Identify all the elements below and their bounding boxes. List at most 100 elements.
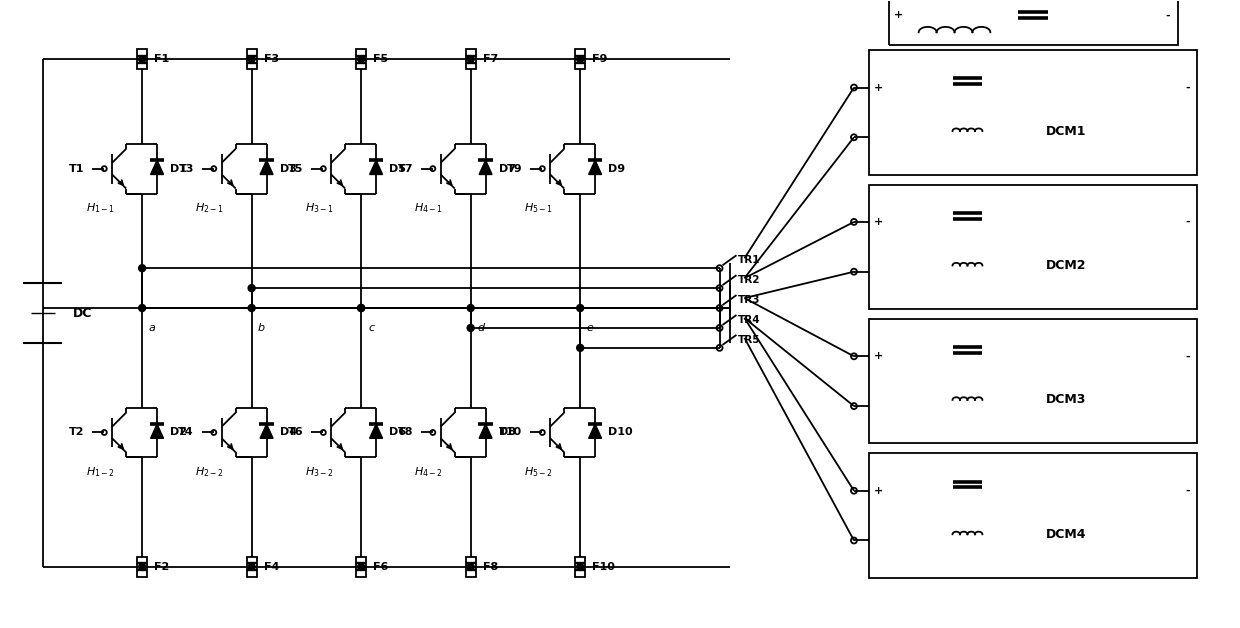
Text: TR3: TR3 [738,295,760,305]
Text: $H_{1-2}$: $H_{1-2}$ [86,465,115,479]
Circle shape [577,344,584,351]
Text: F3: F3 [264,54,279,64]
Bar [466,49,476,69]
Circle shape [139,305,145,311]
Text: +: + [874,351,883,361]
Text: d: d [477,323,484,333]
Circle shape [467,305,474,311]
Bar [869,453,1198,578]
Bar [575,557,585,577]
Text: $H_{1-1}$: $H_{1-1}$ [86,202,115,215]
Bar [869,319,1198,443]
Text: T2: T2 [69,428,84,438]
Text: DCM1: DCM1 [1045,124,1086,138]
Text: D3: D3 [279,164,296,174]
Text: F4: F4 [264,562,279,572]
Text: T10: T10 [500,428,522,438]
Bar [575,49,585,69]
Text: D5: D5 [389,164,405,174]
Text: DCM4: DCM4 [1045,528,1086,541]
Bar [889,0,1178,45]
Circle shape [248,563,255,570]
Circle shape [467,563,474,570]
Circle shape [357,305,365,311]
Bar [869,185,1198,309]
Text: D1: D1 [170,164,187,174]
Text: D7: D7 [498,164,516,174]
Text: a: a [149,323,155,333]
Polygon shape [260,424,273,438]
Text: T8: T8 [398,428,413,438]
Text: T9: T9 [507,164,522,174]
Text: $H_{5-1}$: $H_{5-1}$ [523,202,553,215]
Circle shape [139,265,145,272]
Polygon shape [370,160,383,175]
Text: -: - [1185,82,1190,92]
Circle shape [139,56,145,63]
Polygon shape [150,424,164,438]
Circle shape [357,56,365,63]
Text: D10: D10 [608,428,632,438]
Text: -: - [1185,485,1190,495]
Polygon shape [370,424,383,438]
Text: D8: D8 [498,428,516,438]
Text: DCM2: DCM2 [1045,259,1086,272]
Text: -: - [1185,217,1190,227]
Text: $H_{2-2}$: $H_{2-2}$ [196,465,224,479]
Bar [138,49,148,69]
Circle shape [248,284,255,291]
Polygon shape [260,160,273,175]
Text: c: c [368,323,374,333]
Text: F10: F10 [593,562,615,572]
Circle shape [577,56,584,63]
Text: TR5: TR5 [738,335,760,345]
Text: F5: F5 [373,54,388,64]
Text: T4: T4 [179,428,193,438]
Text: T3: T3 [179,164,193,174]
Polygon shape [150,160,164,175]
Text: D2: D2 [170,428,187,438]
Text: F1: F1 [154,54,170,64]
Text: TR2: TR2 [738,275,760,285]
Text: +: + [874,485,883,495]
Circle shape [577,305,584,311]
Text: $H_{4-2}$: $H_{4-2}$ [414,465,444,479]
Text: T6: T6 [288,428,304,438]
Bar [138,557,148,577]
Text: b: b [258,323,265,333]
Bar [869,50,1198,175]
Text: +: + [874,217,883,227]
Circle shape [139,563,145,570]
Bar [356,49,366,69]
Bar [466,557,476,577]
Polygon shape [589,160,601,175]
Text: F9: F9 [593,54,608,64]
Text: DCM3: DCM3 [1045,393,1086,406]
Text: e: e [587,323,594,333]
Text: F8: F8 [482,562,498,572]
Circle shape [577,563,584,570]
Text: TR1: TR1 [738,255,760,265]
Polygon shape [479,160,492,175]
Text: TR4: TR4 [738,315,760,325]
Text: T7: T7 [398,164,413,174]
Circle shape [467,325,474,332]
Text: +: + [874,82,883,92]
Text: D4: D4 [279,428,296,438]
Text: F7: F7 [482,54,498,64]
Text: T1: T1 [69,164,84,174]
Bar [356,557,366,577]
Polygon shape [479,424,492,438]
Text: $H_{2-1}$: $H_{2-1}$ [195,202,224,215]
Circle shape [357,305,365,311]
Text: +: + [894,10,904,20]
Text: D9: D9 [608,164,625,174]
Text: -: - [1166,10,1169,20]
Text: $H_{3-2}$: $H_{3-2}$ [305,465,334,479]
Circle shape [357,563,365,570]
Text: DC: DC [72,306,92,320]
Bar [247,557,257,577]
Polygon shape [589,424,601,438]
Text: D6: D6 [389,428,407,438]
Text: $H_{5-2}$: $H_{5-2}$ [523,465,553,479]
